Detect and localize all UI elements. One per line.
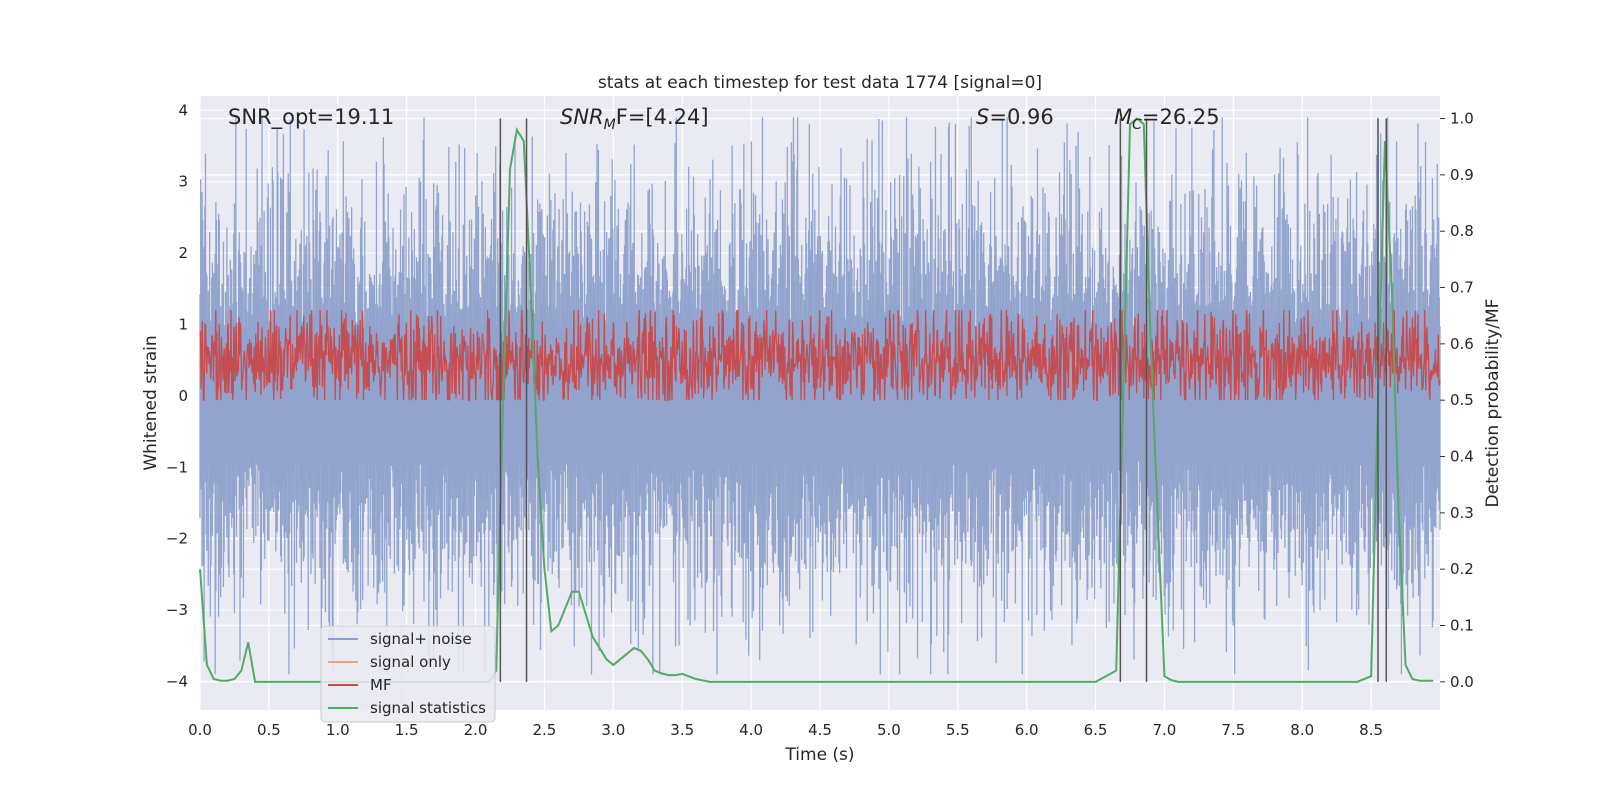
- y-axis-left-label: Whitened strain: [141, 335, 161, 470]
- series-signal-statistics: [199, 117, 1434, 683]
- annotation-mc-var: M: [1114, 105, 1132, 129]
- x-tick-label: 3.0: [601, 721, 625, 739]
- y-right-tick-label: 0.8: [1450, 222, 1474, 240]
- y-left-tick-label: 3: [178, 173, 188, 191]
- x-tick-label: 6.0: [1015, 721, 1039, 739]
- x-tick-label: 1.0: [326, 721, 350, 739]
- annotation-s-var: S: [976, 105, 989, 129]
- y-axis-left-ticks: 4 3 2 1 0 −1 −2 −3 −4: [166, 101, 188, 690]
- x-tick-label: 7.0: [1153, 721, 1177, 739]
- x-tick-label: 0.0: [188, 721, 212, 739]
- x-tick-label: 2.5: [533, 721, 557, 739]
- annotation-mc-sub: C: [1132, 117, 1142, 133]
- x-tick-label: 3.5: [670, 721, 694, 739]
- chart-title: stats at each timestep for test data 177…: [598, 73, 1042, 93]
- legend-label-mf: MF: [370, 676, 392, 694]
- annotation-snr-mf-rest: F=[4.24]: [616, 105, 709, 129]
- series-group: [199, 117, 1441, 683]
- y-left-tick-label: −3: [166, 601, 188, 619]
- legend: signal+ noise signal only MF signal stat…: [320, 625, 496, 723]
- annotation-mc: MC=26.25: [1114, 105, 1220, 133]
- y-right-tick-label: 0.5: [1450, 391, 1474, 409]
- x-tick-label: 0.5: [257, 721, 281, 739]
- annotation-s: S=0.96: [976, 105, 1054, 129]
- x-axis-label: Time (s): [784, 745, 854, 765]
- annotation-snr-opt: SNR_opt=19.11: [228, 105, 394, 130]
- y-axis-right-ticks: 1.0 0.9 0.8 0.7 0.6 0.5 0.4 0.3 0.2 0.1 0.0: [1440, 110, 1474, 691]
- x-tick-label: 5.5: [946, 721, 970, 739]
- x-tick-label: 4.5: [808, 721, 832, 739]
- annotation-snr-mf-sub: M: [604, 117, 616, 133]
- y-left-tick-label: −4: [166, 672, 188, 690]
- annotation-snr-mf-base: SNR: [560, 105, 604, 129]
- legend-label-signal-statistics: signal statistics: [370, 699, 486, 717]
- x-tick-label: 8.0: [1290, 721, 1314, 739]
- x-tick-label: 4.0: [739, 721, 763, 739]
- x-axis-ticks: 0.0 0.5 1.0 1.5 2.0 2.5 3.0 3.5 4.0 4.5 5.0 5.5 6.0 6…: [188, 721, 1383, 739]
- y-right-tick-label: 1.0: [1450, 110, 1474, 128]
- legend-box: [320, 625, 496, 723]
- y-right-tick-label: 0.1: [1450, 617, 1474, 635]
- y-right-tick-label: 0.7: [1450, 279, 1474, 297]
- x-tick-label: 7.5: [1221, 721, 1245, 739]
- x-tick-label: 2.0: [464, 721, 488, 739]
- y-left-tick-label: −1: [166, 458, 188, 476]
- vertical-markers: [499, 118, 1388, 682]
- y-axis-right-label: Detection probability/MF: [1483, 299, 1503, 508]
- y-right-tick-label: 0.9: [1450, 166, 1474, 184]
- y-left-tick-label: 1: [178, 315, 188, 333]
- legend-label-signal-only: signal only: [370, 653, 451, 671]
- y-right-tick-label: 0.4: [1450, 448, 1474, 466]
- annotation-s-val: =0.96: [989, 105, 1053, 129]
- legend-label-signal-noise: signal+ noise: [370, 630, 472, 648]
- x-tick-label: 6.5: [1084, 721, 1108, 739]
- y-left-tick-label: −2: [166, 530, 188, 548]
- y-right-tick-label: 0.3: [1450, 504, 1474, 522]
- x-tick-label: 5.0: [877, 721, 901, 739]
- annotation-mc-val: =26.25: [1142, 105, 1220, 129]
- x-tick-label: 1.5: [395, 721, 419, 739]
- x-tick-label: 8.5: [1359, 721, 1383, 739]
- y-right-tick-label: 0.6: [1450, 335, 1474, 353]
- y-right-tick-label: 0.0: [1450, 673, 1474, 691]
- y-left-tick-label: 2: [178, 244, 188, 262]
- y-right-tick-label: 0.2: [1450, 560, 1474, 578]
- y-left-tick-label: 0: [178, 387, 188, 405]
- series-mf: [199, 309, 1441, 402]
- y-left-tick-label: 4: [178, 101, 188, 119]
- annotation-snr-mf: SNRMF=[4.24]: [560, 105, 709, 133]
